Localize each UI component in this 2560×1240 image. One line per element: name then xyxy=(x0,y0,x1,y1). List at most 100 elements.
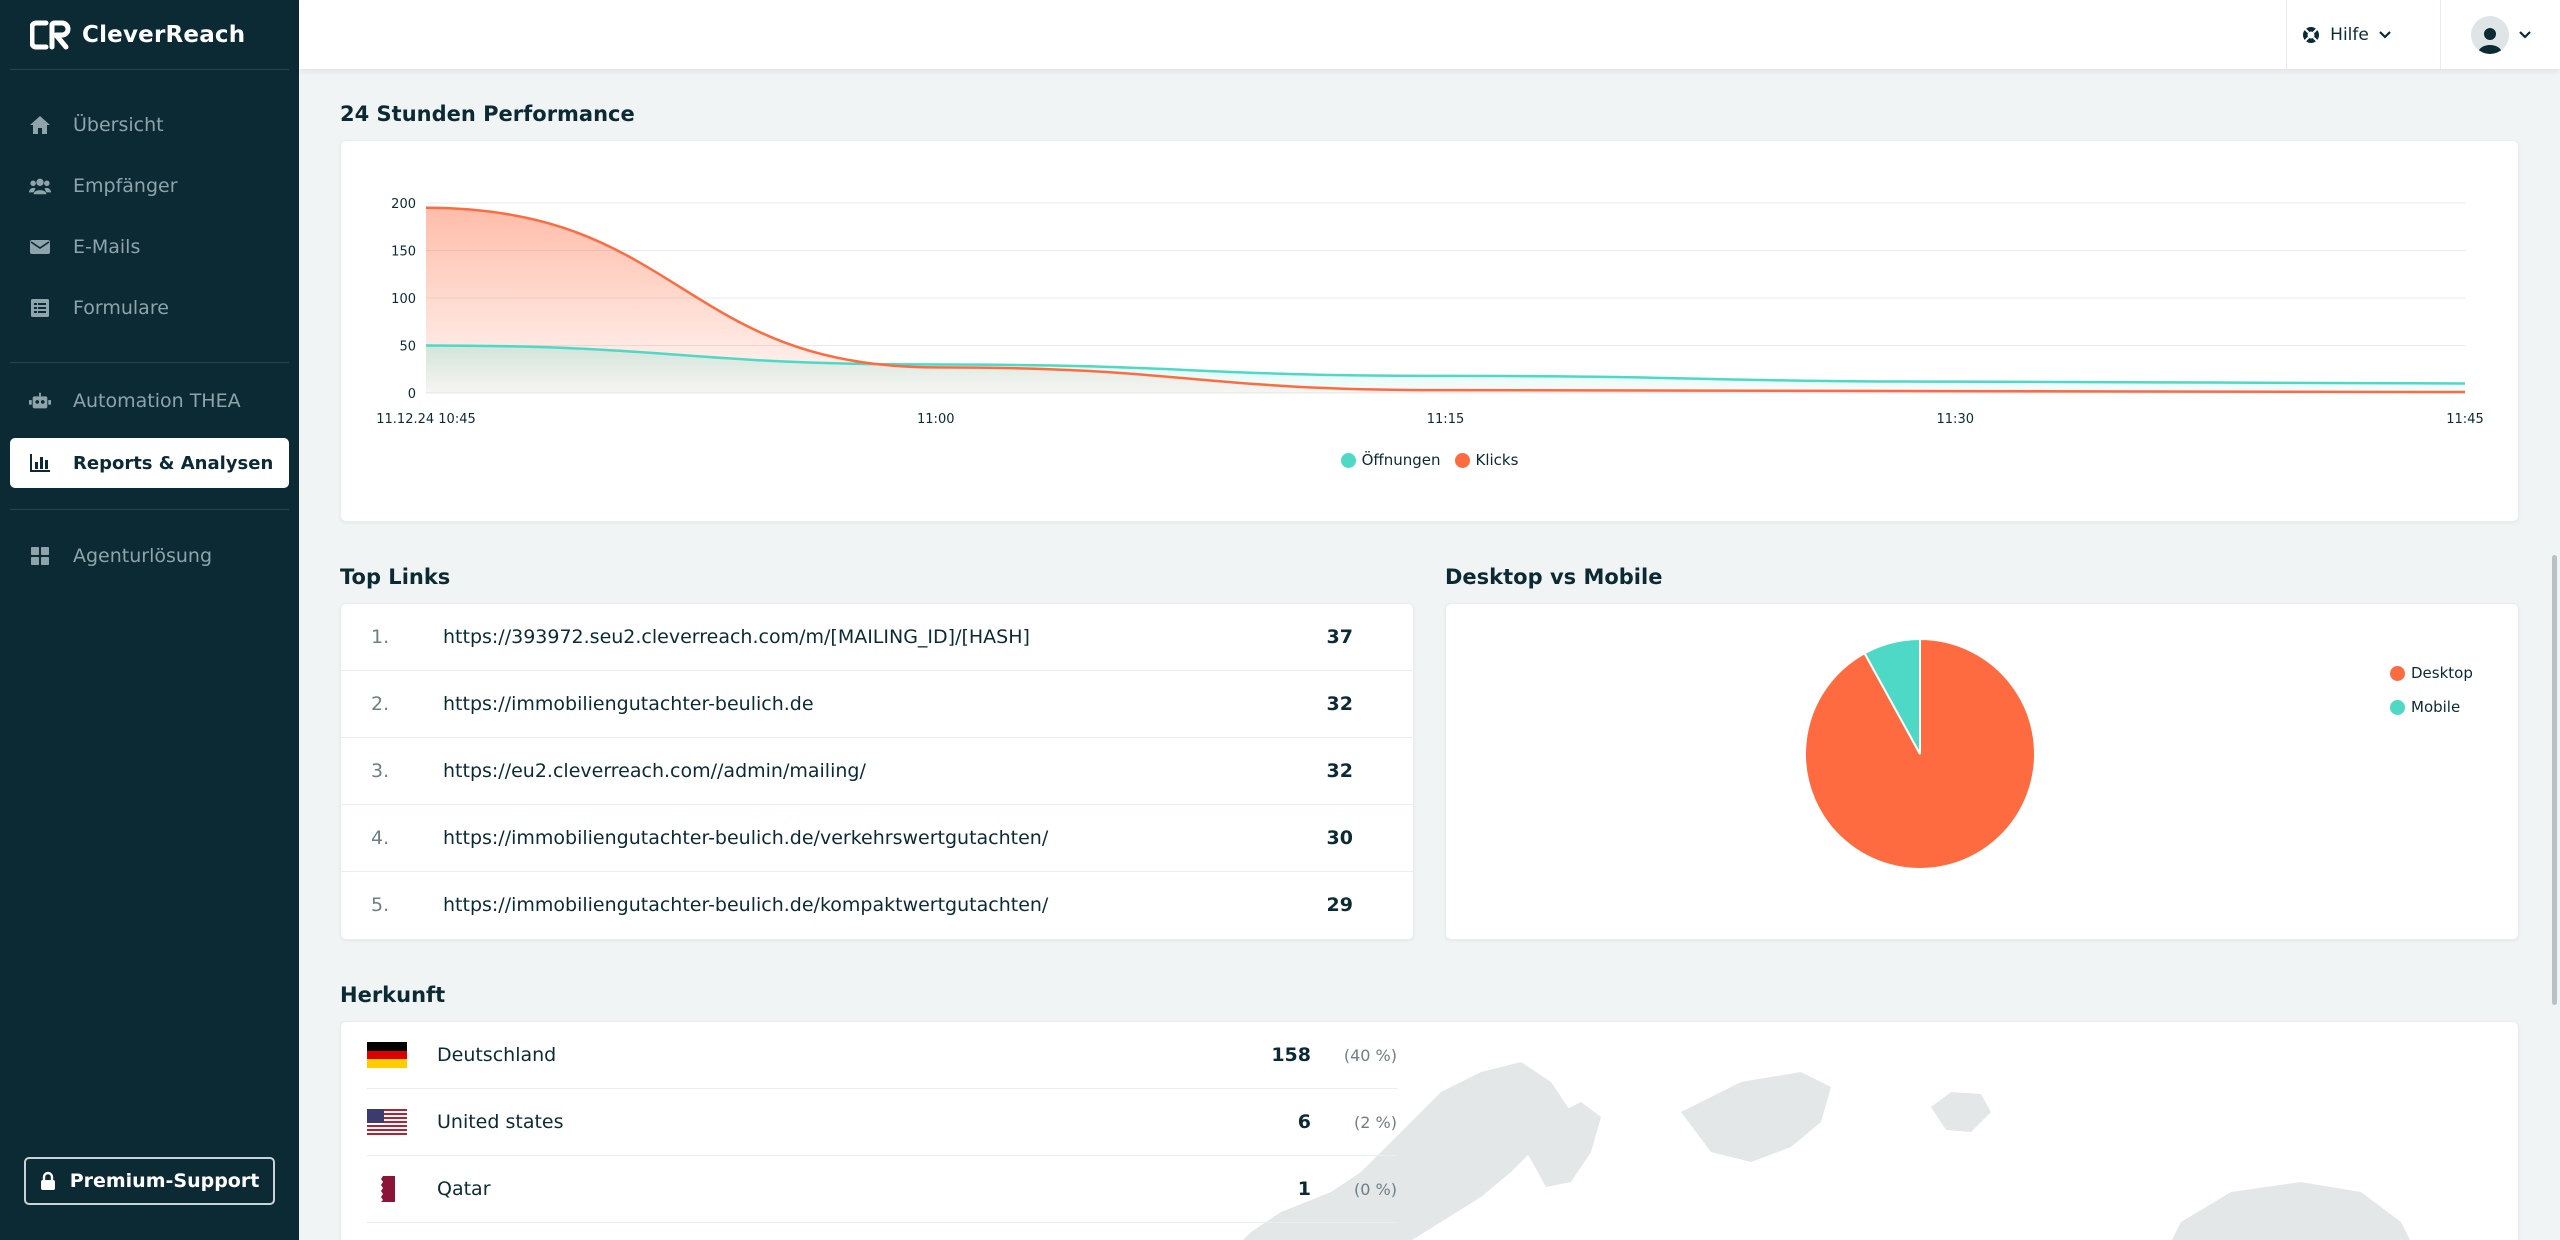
link-clicks: 32 xyxy=(1326,760,1353,782)
link-url[interactable]: https://immobiliengutachter-beulich.de/v… xyxy=(443,827,1049,849)
device-title: Desktop vs Mobile xyxy=(1445,565,1663,589)
link-clicks: 37 xyxy=(1326,626,1353,648)
sidebar-divider xyxy=(10,362,289,363)
list-item: 4. https://immobiliengutachter-beulich.d… xyxy=(341,805,1413,872)
legend-label: Klicks xyxy=(1475,451,1519,469)
home-icon xyxy=(29,115,51,135)
y-tick-label: 100 xyxy=(391,292,416,307)
legend-swatch xyxy=(2390,699,2405,715)
robot-icon xyxy=(29,391,51,411)
origin-title: Herkunft xyxy=(340,983,446,1007)
legend-label: Mobile xyxy=(2411,698,2461,716)
link-url[interactable]: https://eu2.cleverreach.com//admin/maili… xyxy=(443,760,866,782)
link-url[interactable]: https://immobiliengutachter-beulich.de xyxy=(443,693,814,715)
series-line-klicks[interactable] xyxy=(425,206,2466,394)
sidebar-item-reports-analysen[interactable]: Reports & Analysen xyxy=(10,438,289,488)
top-links-card: 1. https://393972.seu2.cleverreach.com/m… xyxy=(340,603,1414,940)
sidebar-item-automation-thea[interactable]: Automation THEA xyxy=(10,376,289,426)
user-menu-button[interactable] xyxy=(2440,0,2560,69)
sidebar: CleverReach Übersicht Empfänger E-Mails … xyxy=(0,0,299,1240)
logo[interactable]: CleverReach xyxy=(30,18,245,52)
device-pie-chart xyxy=(1804,637,2036,870)
chevron-down-icon xyxy=(2379,30,2391,39)
legend-item-desktop[interactable]: Desktop xyxy=(2390,664,2473,682)
sidebar-item-label: Formulare xyxy=(73,297,169,319)
logo-text: CleverReach xyxy=(82,22,246,48)
users-icon xyxy=(29,176,51,196)
x-tick-label: 11:00 xyxy=(917,412,954,427)
legend-swatch xyxy=(2390,665,2405,681)
sidebar-item-label: E-Mails xyxy=(73,236,141,258)
performance-chart: 0 50 100 150 200 11.12.24 10:45 11:00 11:15 11:3… xyxy=(376,197,2483,427)
sidebar-item-label: Übersicht xyxy=(73,114,164,136)
performance-card: 0 50 100 150 200 11.12.24 10:45 11:00 11:15 11:3… xyxy=(340,140,2519,522)
link-rank: 4. xyxy=(371,827,390,849)
link-clicks: 32 xyxy=(1326,693,1353,715)
sidebar-item-agenturloesung[interactable]: Agenturlösung xyxy=(10,531,289,581)
sidebar-item-label: Automation THEA xyxy=(73,390,241,412)
world-map xyxy=(1243,1062,2410,1240)
performance-legend: Öffnungen Klicks xyxy=(341,451,2518,469)
pie-slice-mobile[interactable] xyxy=(1863,637,1921,755)
country-name: United states xyxy=(437,1111,564,1133)
country-count: 158 xyxy=(1271,1044,1311,1066)
link-url[interactable]: https://393972.seu2.cleverreach.com/m/[M… xyxy=(443,626,1030,648)
table-row: Deutschland 158 (40 %) xyxy=(367,1022,1397,1089)
link-rank: 3. xyxy=(371,760,390,782)
sidebar-item-emails[interactable]: E-Mails xyxy=(10,222,289,272)
origin-card: Deutschland 158 (40 %) United states 6 (… xyxy=(340,1021,2519,1240)
sidebar-divider xyxy=(10,69,289,70)
qa-flag-icon xyxy=(379,1176,395,1202)
sidebar-item-uebersicht[interactable]: Übersicht xyxy=(10,100,289,150)
sidebar-item-label: Empfänger xyxy=(73,175,178,197)
chevron-down-icon xyxy=(2518,30,2531,39)
country-count: 1 xyxy=(1297,1178,1311,1200)
performance-title: 24 Stunden Performance xyxy=(340,102,635,126)
link-clicks: 29 xyxy=(1326,894,1353,916)
help-label: Hilfe xyxy=(2330,24,2369,45)
sidebar-divider xyxy=(10,509,289,510)
country-name: Qatar xyxy=(437,1178,491,1200)
y-tick-label: 50 xyxy=(399,340,416,355)
legend-swatch xyxy=(1340,452,1356,468)
link-rank: 2. xyxy=(371,693,390,715)
page-scrollbar[interactable] xyxy=(2552,555,2557,1005)
de-flag-icon xyxy=(367,1042,407,1068)
x-tick-label: 11.12.24 10:45 xyxy=(376,412,476,427)
premium-support-button[interactable]: Premium-Support xyxy=(24,1157,275,1205)
help-menu-button[interactable]: Hilfe xyxy=(2286,0,2406,69)
list-item: 1. https://393972.seu2.cleverreach.com/m… xyxy=(341,604,1413,671)
table-row: Qatar 1 (0 %) xyxy=(367,1156,1397,1223)
legend-item-klicks[interactable]: Klicks xyxy=(1454,451,1519,469)
lifebuoy-icon xyxy=(2303,26,2320,43)
y-tick-label: 200 xyxy=(391,197,416,212)
legend-swatch xyxy=(1454,452,1470,468)
x-tick-label: 11:45 xyxy=(2446,412,2483,427)
y-tick-label: 150 xyxy=(391,245,416,260)
series-area-oeffnungen xyxy=(426,345,2465,393)
legend-item-mobile[interactable]: Mobile xyxy=(2390,698,2473,716)
bar-chart-icon xyxy=(29,453,51,473)
user-icon xyxy=(2477,27,2502,54)
sidebar-item-label: Reports & Analysen xyxy=(73,452,274,474)
list-item: 3. https://eu2.cleverreach.com//admin/ma… xyxy=(341,738,1413,805)
top-links-title: Top Links xyxy=(340,565,451,589)
x-tick-label: 11:15 xyxy=(1427,412,1464,427)
legend-label: Desktop xyxy=(2411,664,2473,682)
premium-support-label: Premium-Support xyxy=(69,1170,260,1192)
series-line-oeffnungen[interactable] xyxy=(425,344,2466,385)
country-percent: (40 %) xyxy=(1343,1046,1397,1065)
avatar xyxy=(2470,15,2509,54)
legend-item-oeffnungen[interactable]: Öffnungen xyxy=(1340,451,1441,469)
sidebar-item-label: Agenturlösung xyxy=(73,545,213,567)
legend-label: Öffnungen xyxy=(1361,451,1441,469)
link-rank: 1. xyxy=(371,626,390,648)
form-icon xyxy=(29,298,51,318)
sidebar-item-empfaenger[interactable]: Empfänger xyxy=(10,161,289,211)
y-tick-label: 0 xyxy=(408,387,416,402)
grid-icon xyxy=(29,546,51,566)
country-percent: (0 %) xyxy=(1354,1180,1397,1199)
link-url[interactable]: https://immobiliengutachter-beulich.de/k… xyxy=(443,894,1049,916)
link-rank: 5. xyxy=(371,894,390,916)
sidebar-item-formulare[interactable]: Formulare xyxy=(10,283,289,333)
